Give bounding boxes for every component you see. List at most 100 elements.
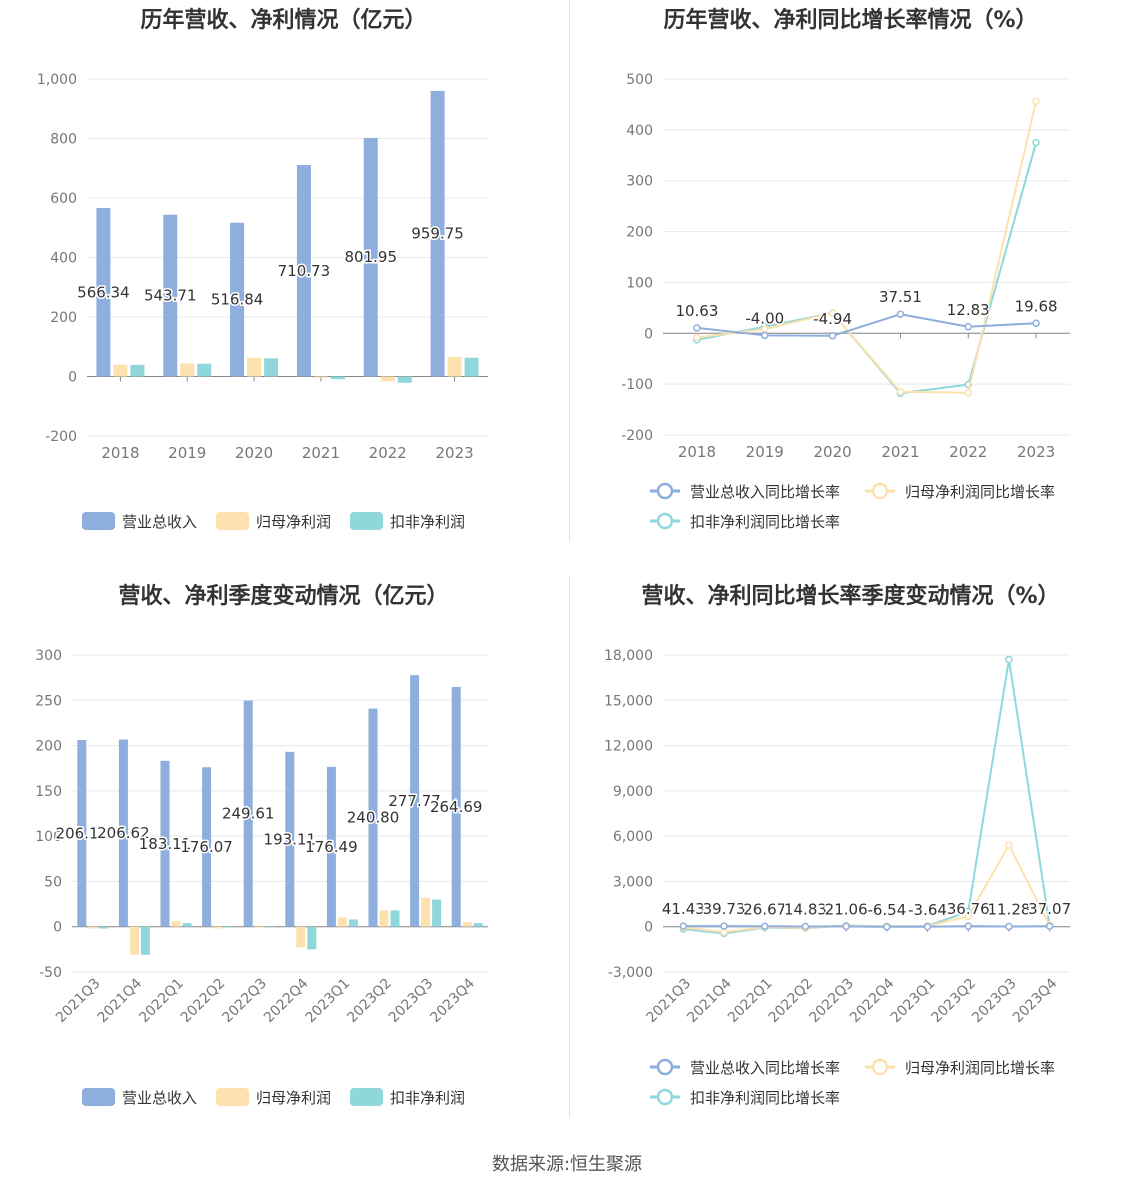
y-tick-label: 400 [50,251,77,267]
legend-swatch [216,1088,249,1106]
chart-title: 营收、净利季度变动情况（亿元） [118,584,449,609]
x-tick-label: 2021Q3 [644,976,695,1027]
point-quarterly-growth-s1-1 [720,928,728,936]
bar-annual-values-s2-2 [264,358,279,377]
bar-annual-values-s0-2 [230,222,245,377]
annual-values-chart: -200 0 200 400 600 800 1,000 2018 2019 2020 2021 20… [37,72,488,531]
x-tick-label: 2019 [746,443,784,461]
point-annual-growth-s0-1 [761,331,769,340]
bar-annual-values-s1-4 [380,376,395,382]
bar-quarterly-values-s1-8 [421,897,431,927]
y-tick-label: 300 [35,648,62,664]
bar-quarterly-values-s0-6 [326,766,336,927]
y-tick-label: 600 [50,191,77,207]
panel-annual-growth: 历年营收、净利同比增长率情况（%） -200 -100 0 100 200 300 400 5… [567,0,1134,575]
legend-marker [656,512,674,530]
data-label: 41.43 [662,900,705,918]
y-tick-label: 1,000 [37,72,77,88]
y-tick-label: 500 [626,72,653,88]
data-label: 37.07 [1028,900,1071,918]
chart-title: 历年营收、净利同比增长率情况（%） [663,8,1038,33]
bar-quarterly-values-s1-4 [254,926,264,928]
bar-quarterly-values-s1-9 [462,922,472,927]
y-tick-label: 150 [35,784,62,800]
x-tick-label: 2019 [168,444,206,462]
bar-quarterly-values-s2-3 [224,926,234,928]
data-label: 543.71 [144,287,197,305]
data-label: 566.34 [77,283,130,301]
data-label: 240.80 [347,809,400,827]
bar-quarterly-values-s0-2 [160,760,170,927]
legend-marker [871,482,889,500]
legend-marker [656,1058,674,1076]
legend-marker [871,1058,889,1076]
data-label: 710.73 [278,262,331,280]
data-label: 14.83 [784,900,827,918]
point-quarterly-growth-s0-1 [720,922,728,930]
bar-quarterly-values-s2-7 [390,910,400,927]
bar-quarterly-values-s1-2 [171,921,181,927]
data-label: -6.54 [867,901,906,919]
y-tick-label: 12,000 [604,739,653,755]
x-tick-label: 2020 [235,444,273,462]
point-quarterly-growth-s1-8 [1005,841,1013,849]
x-tick-label: 2022Q2 [178,976,229,1027]
point-quarterly-growth-s0-8 [1005,922,1013,931]
point-quarterly-growth-s2-8 [1005,655,1013,664]
bar-annual-values-s1-5 [447,356,462,377]
x-tick-label: 2021 [881,443,919,461]
point-annual-growth-s1-2 [828,309,837,317]
data-label: 10.63 [675,302,718,320]
x-tick-label: 2021 [302,444,340,462]
data-label: 193.11 [264,830,317,848]
point-quarterly-growth-s0-7 [964,922,972,930]
bar-annual-values-s0-4 [363,137,378,377]
point-annual-growth-s0-2 [828,332,837,340]
y-tick-label: 250 [35,693,62,709]
bar-quarterly-values-s1-6 [337,917,347,927]
data-label: -4.00 [745,309,784,327]
x-tick-label: 2022Q1 [136,976,187,1027]
x-tick-label: 2023 [435,444,473,462]
x-tick-label: 2018 [101,444,139,462]
x-tick-label: 2023Q1 [303,976,354,1027]
bar-annual-values-s2-4 [397,376,412,383]
legend-swatch [82,1088,115,1106]
data-source: 数据来源:恒生聚源 [0,1150,1134,1176]
bar-quarterly-values-s2-2 [182,923,192,927]
data-label: 206.62 [97,824,150,842]
bar-annual-values-s2-1 [197,363,212,377]
data-label: 11.28 [987,901,1030,919]
point-quarterly-growth-s0-4 [842,922,850,931]
data-label: 19.68 [1015,297,1058,315]
data-label: 959.75 [411,225,464,243]
line-annual-growth-s1 [696,101,1038,394]
data-label: 39.73 [703,900,746,918]
x-tick-label: 2023Q2 [344,976,395,1027]
legend-swatch [350,1088,383,1106]
y-tick-label: -3,000 [608,965,653,981]
point-quarterly-growth-s0-6 [923,923,932,931]
x-tick-label: 2023Q3 [386,976,437,1027]
x-tick-label: 2021Q4 [95,975,146,1026]
point-annual-growth-s0-4 [964,323,972,331]
chart-title: 营收、净利同比增长率季度变动情况（%） [641,584,1060,609]
bar-quarterly-values-s2-4 [265,926,275,928]
x-tick-label: 2022Q3 [806,976,857,1027]
point-annual-growth-s1-4 [964,389,972,397]
quarterly-growth-chart: -3,000 0 3,000 6,000 9,000 12,000 15,000 18,000… [604,648,1073,1107]
data-label: 264.69 [430,798,483,816]
y-tick-label: 0 [53,920,62,936]
x-tick-label: 2023Q1 [888,976,939,1027]
panel-annual-values: 历年营收、净利情况（亿元） -200 0 200 400 600 800 1,000 2018… [0,0,567,575]
point-annual-growth-s0-3 [896,310,905,318]
bar-annual-values-s0-0 [96,208,111,377]
bar-quarterly-values-s1-7 [379,910,389,927]
x-tick-label: 2023Q4 [1010,975,1061,1026]
legend-marker [656,1088,674,1106]
legend-label: 营业总收入 [122,513,197,531]
data-label: -4.94 [813,310,852,328]
bar-quarterly-values-s2-6 [348,919,358,927]
legend-label: 扣非净利润同比增长率 [690,1089,840,1107]
x-tick-label: 2021Q3 [53,976,104,1027]
